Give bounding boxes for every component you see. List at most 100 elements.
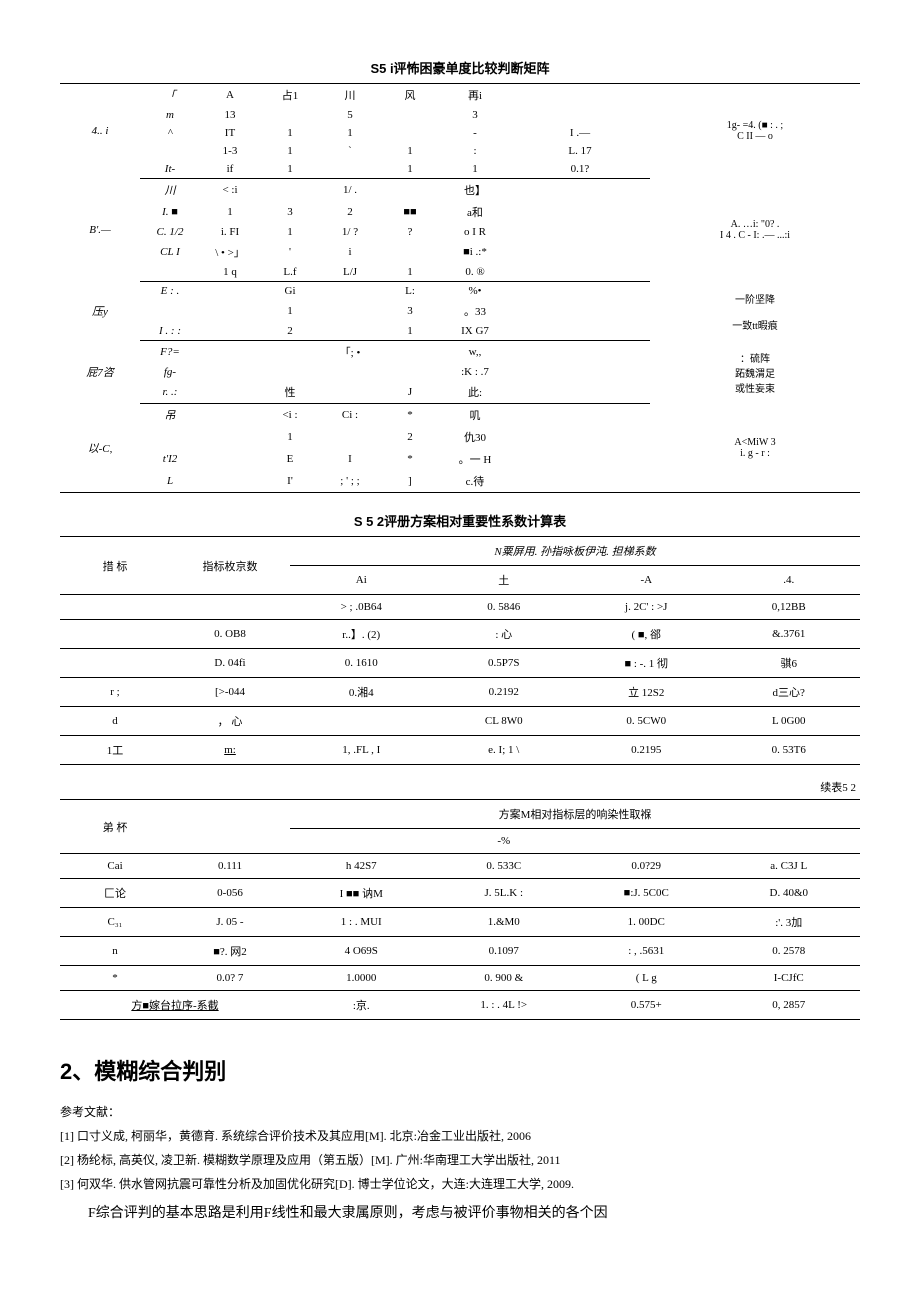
table-cell: < :i — [200, 179, 260, 202]
table-cell: 1, .FL , I — [290, 736, 433, 765]
table-cell: 1.0000 — [290, 966, 433, 991]
table-cell: L 0G00 — [718, 707, 861, 736]
ref-item: [1] 口寸义成, 柯丽华，黄德育. 系统综合评价技术及其应用[M]. 北京:冶… — [60, 1124, 860, 1148]
row-group-label: 压y — [60, 282, 140, 341]
table-cell: 0.1097 — [433, 937, 576, 966]
table-cell: 0. 1610 — [290, 649, 433, 678]
table-cell: 1 — [260, 124, 320, 142]
table-cell: Ci : — [320, 404, 380, 427]
table-cell: 0.5P7S — [433, 649, 576, 678]
table-cell: a和 — [440, 201, 510, 223]
table-cell: C₃₁ — [60, 908, 170, 937]
table-cell — [140, 300, 200, 322]
table-cell: 0. 900 & — [433, 966, 576, 991]
section-heading: 2、模糊综合判别 — [60, 1054, 860, 1086]
table-cell — [380, 241, 440, 263]
table-cell: ' — [260, 241, 320, 263]
table-cell: I — [320, 448, 380, 470]
table-cell — [510, 106, 650, 124]
table-cell: : 心 — [433, 620, 576, 649]
table-cell: %• — [440, 282, 510, 301]
table-cell: : — [440, 142, 510, 160]
table-cell — [510, 201, 650, 223]
table-cell: * — [380, 404, 440, 427]
table-cell: 5 — [320, 106, 380, 124]
table-cell: I . : : — [140, 322, 200, 341]
row-group-label: 以-C, — [60, 404, 140, 493]
table-cell: ■:J. 5C0C — [575, 879, 718, 908]
table-cell: e. I; 1 \ — [433, 736, 576, 765]
table-cell: <i : — [260, 404, 320, 427]
table-cell: D. 04fi — [170, 649, 290, 678]
table-cell — [510, 426, 650, 448]
table-cell: r ; — [60, 678, 170, 707]
subcol-header — [718, 829, 861, 854]
table-cell: 。33 — [440, 300, 510, 322]
table-cell — [320, 282, 380, 301]
table-cell: 1 q — [200, 263, 260, 282]
table-cell: 3 — [260, 201, 320, 223]
table-cell: 0-056 — [170, 879, 290, 908]
table-cell — [200, 470, 260, 493]
table-cell: 1 — [380, 160, 440, 179]
table-cell — [200, 300, 260, 322]
t2-col2: 指标枚京数 — [170, 537, 290, 595]
table-cell: 1 — [380, 322, 440, 341]
table-cell: 1 — [260, 300, 320, 322]
subcol-header: -A — [575, 566, 718, 595]
table-cell: ( L g — [575, 966, 718, 991]
table-cell: 2 — [260, 322, 320, 341]
table-cell — [200, 341, 260, 364]
table-cell — [200, 363, 260, 381]
continued-label: 续表5 2 — [60, 779, 856, 795]
table-cell: \ • >」 — [200, 241, 260, 263]
table-cell: L. 17 — [510, 142, 650, 160]
table-cell — [510, 84, 650, 107]
table-cell: L — [140, 470, 200, 493]
table-cell: 0. 5CW0 — [575, 707, 718, 736]
table-cell — [260, 341, 320, 364]
table-cell: 1/ ? — [320, 223, 380, 241]
table-cell: E : . — [140, 282, 200, 301]
t3-span: 方案M相对指标层的响染性取褓 — [290, 800, 860, 829]
table-cell — [510, 381, 650, 404]
table-cell: L: — [380, 282, 440, 301]
ref-item: [2] 杨纶标, 高英仪, 凌卫新. 模糊数学原理及应用（第五版）[M]. 广州… — [60, 1148, 860, 1172]
table-cell: 0. ® — [440, 263, 510, 282]
table-cell — [140, 263, 200, 282]
table-cell — [320, 300, 380, 322]
body-paragraph: F综合评判的基本思路是利用F线性和最大隶属原则，考虑与被评价事物相关的各个因 — [60, 1202, 860, 1226]
table-cell — [380, 106, 440, 124]
table-cell: * — [60, 966, 170, 991]
table-cell: 0.2195 — [575, 736, 718, 765]
table-cell: r. .: — [140, 381, 200, 404]
table-cell — [200, 282, 260, 301]
t3-col1: 弟 杯 — [60, 800, 170, 854]
table-cell — [60, 620, 170, 649]
footer-cell: 0, 2857 — [718, 991, 861, 1020]
table-cell: J. 05 - — [170, 908, 290, 937]
table-cell: i. FI — [200, 223, 260, 241]
table-cell: 0,12BB — [718, 595, 861, 620]
table-cell: 0.0? 7 — [170, 966, 290, 991]
table-cell: I-CJfC — [718, 966, 861, 991]
table-cell: C. 1/2 — [140, 223, 200, 241]
table-cell: - — [440, 124, 510, 142]
row-group-label: 4.. i — [60, 84, 140, 179]
row-group-note: ：硫阵 跖魏渭足 或性妄束 — [650, 341, 860, 404]
table-cell: 1. 00DC — [575, 908, 718, 937]
table-cell — [510, 282, 650, 301]
table-cell: 1 — [260, 142, 320, 160]
table-cell: IT — [200, 124, 260, 142]
table-cell: 1 — [260, 426, 320, 448]
table-cell: 「 — [140, 84, 200, 107]
table1-title: S5 i评怖困豪单度比较判断矩阵 — [60, 58, 860, 77]
table-cell: 仇30 — [440, 426, 510, 448]
table-cell — [320, 322, 380, 341]
table-cell: A — [200, 84, 260, 107]
table-cell — [510, 448, 650, 470]
table-cell: D. 40&0 — [718, 879, 861, 908]
table-cell: 川 — [320, 84, 380, 107]
table-cell: 1/ . — [320, 179, 380, 202]
table-cell — [510, 470, 650, 493]
